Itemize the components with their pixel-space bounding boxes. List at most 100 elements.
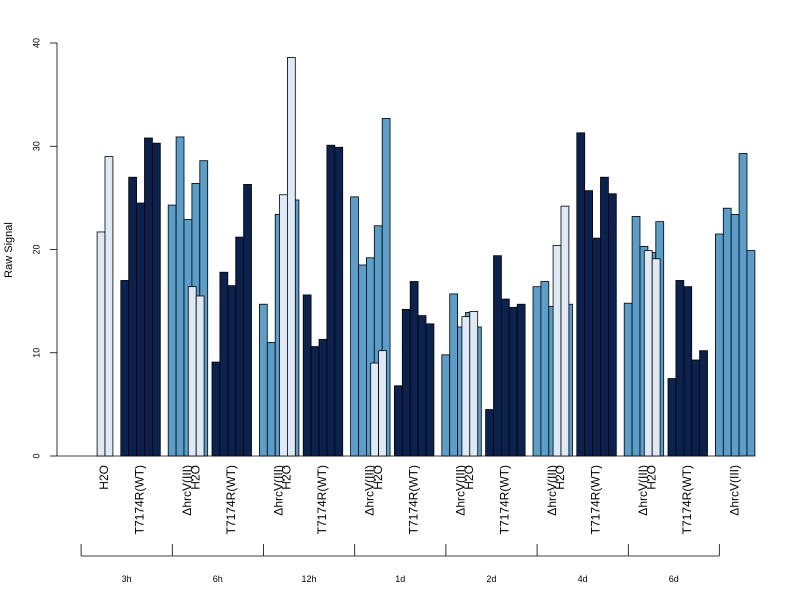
bar [334,146,344,457]
subgroup-label: H2O [188,465,202,490]
bar [449,293,459,457]
bar [461,316,471,457]
bar [310,346,320,457]
group-label: 6h [213,574,223,584]
group-axis: 3h 6h 12h 1d 2d 4d 6d [80,544,720,584]
bar [175,136,185,457]
bar [104,156,114,457]
bar [584,190,594,457]
group-label: 4d [578,574,588,584]
bar [532,286,542,457]
bar [441,354,451,457]
subgroup-labels: H2O T7174R(WT) ΔhrcV(III)H2O T7174R(WT) Δhrc… [97,465,741,534]
bar [128,176,137,457]
y-tick-label: 20 [31,244,41,254]
subgroup-label: T7174R(WT) [133,465,147,534]
bar [378,350,387,457]
bar [730,213,740,457]
bars [96,57,756,457]
bar [600,176,609,457]
bar [144,137,153,457]
subgroup-label: H2O [97,465,111,490]
bar [699,350,708,457]
subgroup-label: H2O [644,465,658,490]
bar [370,362,380,457]
bar [258,303,268,457]
bar [469,311,479,457]
y-axis: 0 10 20 30 40 [31,38,58,459]
bar [151,142,161,457]
bar [409,281,419,457]
subgroup-label: ΔhrcV(III) [727,465,741,516]
bar [350,196,359,457]
subgroup-label: H2O [462,465,476,490]
subgroup-label: T7174R(WT) [315,465,329,534]
subgroup-label: ΔhrcV(III) [454,465,468,516]
bar [227,285,237,457]
subgroup-label: T7174R(WT) [224,465,238,534]
group-label: 1d [395,574,405,584]
group-label: 3h [122,574,132,584]
subgroup-label: ΔhrcV(III) [363,465,377,516]
bar [96,231,106,457]
y-tick-label: 30 [31,141,41,151]
bar [500,298,510,457]
bar [540,281,550,457]
subgroup-label: T7174R(WT) [498,465,512,534]
subgroup-label: T7174R(WT) [406,465,420,534]
subgroup-label: H2O [371,465,385,490]
bar [560,205,570,457]
bar [508,306,518,457]
bar [195,295,205,457]
bar [738,153,748,457]
bar [358,264,367,457]
y-axis-title: Raw Signal [3,222,15,278]
bar [211,361,221,457]
group-label: 12h [301,574,316,584]
bar [120,280,130,457]
bar [683,286,693,457]
bar [219,271,229,457]
bar [667,378,677,457]
bar [187,286,197,457]
group-label: 2d [486,574,496,584]
bar [576,132,586,457]
bar [393,385,403,457]
subgroup-label: ΔhrcV(III) [180,465,194,516]
bar [722,207,732,457]
bar [286,57,296,457]
bar [746,250,756,457]
bar [326,144,336,457]
subgroup-label: ΔhrcV(III) [545,465,559,516]
bar [167,204,177,457]
bar [485,409,494,457]
subgroup-label: T7174R(WT) [589,465,603,534]
bar [516,303,526,457]
bar [675,280,685,457]
bar [136,202,145,457]
subgroup-label: T7174R(WT) [680,465,694,534]
subgroup-label: ΔhrcV(III) [636,465,650,516]
subgroup-label: H2O [553,465,567,490]
bar [425,323,435,457]
y-tick-label: 40 [31,38,41,48]
bar [643,250,653,457]
bar [235,236,244,457]
bar [493,255,502,457]
y-tick-label: 0 [31,453,41,458]
bar [715,233,724,457]
bar [302,294,312,457]
bar [651,258,661,457]
bar [318,338,328,457]
bar [608,193,617,457]
bar [631,216,641,457]
bar [401,308,411,457]
bar [266,342,276,457]
subgroup-label: H2O [280,465,294,490]
group-label: 6d [669,574,679,584]
bar [243,184,252,457]
bar [417,315,427,457]
subgroup-label: ΔhrcV(III) [271,465,285,516]
bar [279,194,288,457]
